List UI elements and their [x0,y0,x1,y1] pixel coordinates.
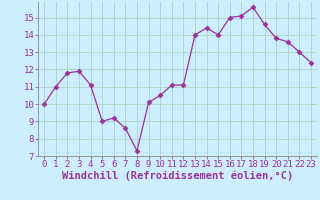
X-axis label: Windchill (Refroidissement éolien,°C): Windchill (Refroidissement éolien,°C) [62,171,293,181]
